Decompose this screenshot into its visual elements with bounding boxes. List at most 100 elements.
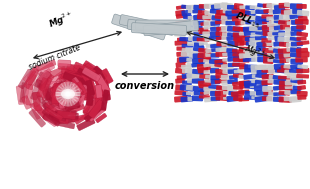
FancyBboxPatch shape: [250, 91, 262, 96]
FancyBboxPatch shape: [74, 70, 90, 85]
FancyBboxPatch shape: [296, 36, 307, 41]
FancyBboxPatch shape: [176, 13, 187, 19]
FancyBboxPatch shape: [287, 74, 296, 79]
FancyBboxPatch shape: [285, 27, 294, 32]
FancyBboxPatch shape: [210, 75, 219, 80]
FancyBboxPatch shape: [255, 29, 269, 36]
FancyBboxPatch shape: [297, 80, 306, 85]
FancyBboxPatch shape: [243, 14, 257, 20]
FancyBboxPatch shape: [186, 62, 198, 68]
FancyBboxPatch shape: [261, 38, 272, 43]
FancyBboxPatch shape: [197, 67, 209, 73]
FancyBboxPatch shape: [273, 96, 284, 102]
FancyBboxPatch shape: [197, 13, 211, 20]
FancyBboxPatch shape: [46, 88, 53, 102]
FancyBboxPatch shape: [42, 84, 50, 101]
FancyBboxPatch shape: [79, 69, 93, 82]
FancyBboxPatch shape: [245, 83, 255, 89]
FancyBboxPatch shape: [255, 9, 268, 14]
FancyBboxPatch shape: [251, 51, 262, 57]
FancyBboxPatch shape: [197, 52, 211, 60]
FancyBboxPatch shape: [182, 68, 192, 74]
FancyBboxPatch shape: [268, 57, 279, 62]
FancyBboxPatch shape: [58, 80, 73, 89]
FancyBboxPatch shape: [18, 69, 33, 89]
FancyBboxPatch shape: [92, 66, 107, 81]
FancyBboxPatch shape: [255, 73, 269, 79]
FancyBboxPatch shape: [30, 79, 43, 100]
FancyBboxPatch shape: [210, 43, 222, 48]
FancyBboxPatch shape: [81, 82, 90, 100]
FancyBboxPatch shape: [222, 32, 231, 37]
FancyBboxPatch shape: [23, 65, 39, 82]
FancyBboxPatch shape: [45, 108, 63, 121]
FancyBboxPatch shape: [176, 51, 187, 57]
FancyBboxPatch shape: [205, 48, 216, 53]
FancyBboxPatch shape: [43, 114, 58, 127]
FancyBboxPatch shape: [198, 10, 209, 15]
FancyBboxPatch shape: [272, 30, 285, 36]
FancyBboxPatch shape: [285, 79, 297, 85]
FancyBboxPatch shape: [266, 96, 279, 102]
FancyBboxPatch shape: [244, 91, 255, 96]
FancyBboxPatch shape: [58, 116, 75, 124]
FancyBboxPatch shape: [198, 27, 208, 32]
FancyBboxPatch shape: [66, 68, 88, 81]
FancyBboxPatch shape: [77, 118, 95, 131]
FancyBboxPatch shape: [284, 89, 297, 95]
FancyBboxPatch shape: [193, 29, 204, 36]
FancyBboxPatch shape: [59, 83, 78, 105]
FancyBboxPatch shape: [64, 69, 81, 80]
FancyBboxPatch shape: [102, 76, 108, 91]
FancyBboxPatch shape: [58, 85, 76, 95]
FancyBboxPatch shape: [296, 48, 308, 53]
FancyBboxPatch shape: [226, 48, 237, 53]
FancyBboxPatch shape: [182, 81, 192, 85]
FancyBboxPatch shape: [215, 20, 226, 24]
FancyBboxPatch shape: [222, 68, 232, 75]
FancyBboxPatch shape: [221, 19, 232, 25]
FancyBboxPatch shape: [174, 90, 188, 96]
FancyBboxPatch shape: [278, 32, 291, 37]
FancyBboxPatch shape: [216, 36, 227, 40]
FancyBboxPatch shape: [81, 80, 91, 94]
FancyBboxPatch shape: [251, 21, 262, 27]
FancyBboxPatch shape: [199, 95, 210, 99]
FancyBboxPatch shape: [182, 92, 191, 96]
FancyBboxPatch shape: [246, 40, 255, 46]
FancyBboxPatch shape: [296, 4, 307, 9]
FancyBboxPatch shape: [57, 84, 71, 96]
FancyBboxPatch shape: [58, 63, 75, 70]
FancyBboxPatch shape: [42, 113, 60, 126]
FancyBboxPatch shape: [42, 89, 55, 109]
FancyBboxPatch shape: [51, 84, 60, 104]
FancyBboxPatch shape: [36, 68, 51, 84]
FancyBboxPatch shape: [65, 89, 81, 105]
FancyBboxPatch shape: [198, 80, 211, 87]
FancyBboxPatch shape: [227, 33, 240, 37]
FancyBboxPatch shape: [210, 67, 219, 73]
FancyBboxPatch shape: [60, 90, 72, 102]
FancyBboxPatch shape: [257, 56, 268, 62]
FancyBboxPatch shape: [53, 107, 66, 115]
FancyBboxPatch shape: [215, 72, 228, 79]
FancyBboxPatch shape: [192, 69, 204, 75]
FancyBboxPatch shape: [70, 104, 85, 113]
FancyBboxPatch shape: [205, 52, 216, 57]
FancyBboxPatch shape: [289, 67, 303, 73]
FancyBboxPatch shape: [194, 42, 204, 47]
Text: PLL$_{15}$: PLL$_{15}$: [233, 9, 263, 31]
FancyBboxPatch shape: [255, 95, 268, 103]
FancyBboxPatch shape: [249, 40, 263, 47]
FancyBboxPatch shape: [58, 85, 64, 103]
FancyBboxPatch shape: [26, 68, 39, 85]
FancyBboxPatch shape: [222, 58, 231, 62]
FancyBboxPatch shape: [188, 97, 199, 101]
FancyBboxPatch shape: [204, 10, 215, 15]
FancyBboxPatch shape: [296, 31, 308, 37]
FancyBboxPatch shape: [58, 84, 72, 90]
FancyBboxPatch shape: [64, 81, 72, 107]
FancyBboxPatch shape: [197, 64, 211, 70]
FancyBboxPatch shape: [266, 16, 279, 21]
FancyBboxPatch shape: [257, 3, 266, 8]
